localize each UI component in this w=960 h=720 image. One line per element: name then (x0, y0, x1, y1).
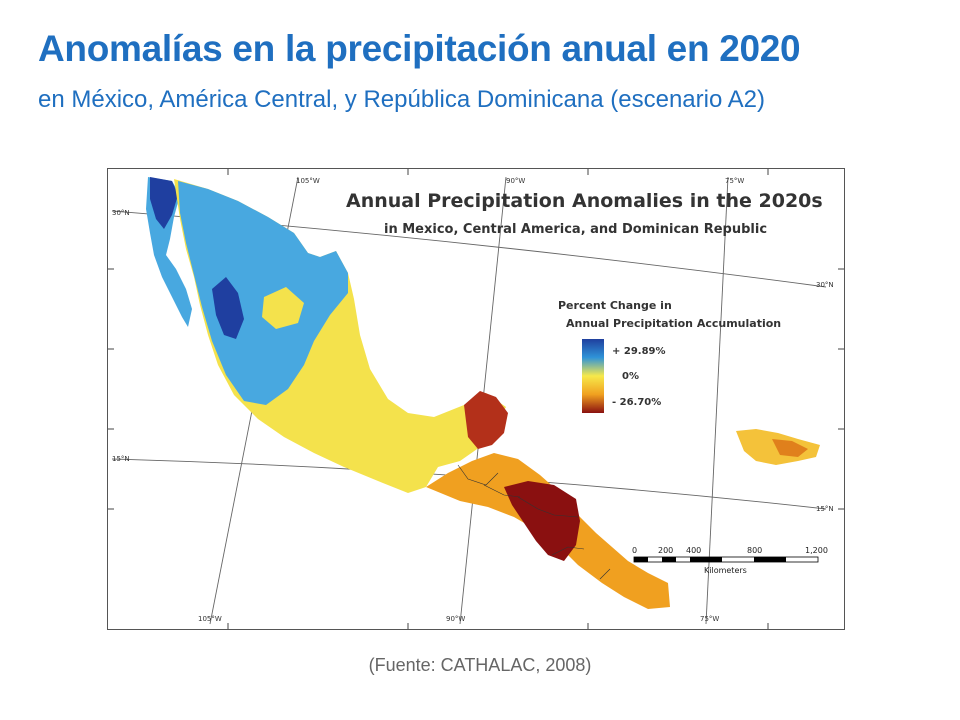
scale-tick-1200: 1,200 (805, 546, 828, 555)
mexico-northwest-wet (178, 181, 348, 405)
land-masses (146, 177, 820, 609)
top-label-105w: 105°W (296, 177, 320, 185)
left-label-15n: 15°N (112, 455, 130, 463)
scale-bar-segment (690, 557, 722, 562)
yucatan (464, 391, 508, 449)
slide-subtitle: en México, América Central, y República … (38, 86, 765, 113)
honduras-nicaragua-dry (504, 481, 580, 561)
graticule-labels: 105°W 90°W 75°W 105°W 90°W 75°W 30°N 15°… (112, 177, 834, 623)
mexico-light-patch (262, 287, 304, 329)
left-label-30n: 30°N (112, 209, 130, 217)
country-borders (457, 464, 611, 580)
right-label-30n: 30°N (816, 281, 834, 289)
bottom-label-90w: 90°W (446, 615, 465, 623)
top-label-75w: 75°W (725, 177, 744, 185)
scale-bar-segment (754, 557, 786, 562)
legend-max-label: + 29.89% (612, 346, 666, 357)
map-canvas: 105°W 90°W 75°W 105°W 90°W 75°W 30°N 15°… (108, 169, 844, 629)
baja-north-wet (150, 177, 178, 229)
dominican-dry-patch (772, 439, 808, 457)
scale-tick-400: 400 (686, 546, 701, 555)
legend-title-line2: Annual Precipitation Accumulation (566, 317, 781, 330)
scale-bar-outline (633, 556, 819, 563)
legend-title-line1: Percent Change in (558, 299, 672, 312)
bottom-label-75w: 75°W (700, 615, 719, 623)
source-citation: (Fuente: CATHALAC, 2008) (368, 655, 592, 675)
legend-color-ramp (582, 339, 604, 413)
top-label-90w: 90°W (506, 177, 525, 185)
slide-title: Anomalías en la precipitación anual en 2… (38, 28, 801, 69)
mexico-wettest-core (212, 277, 244, 339)
legend-min-label: - 26.70% (612, 397, 661, 408)
scale-bar-segment (662, 557, 676, 562)
bottom-label-105w: 105°W (198, 615, 222, 623)
scale-tick-800: 800 (747, 546, 762, 555)
scale-unit: Kilometers (704, 566, 747, 575)
map-title: Annual Precipitation Anomalies in the 20… (346, 190, 823, 212)
scale-tick-0: 0 (632, 546, 637, 555)
right-label-15n: 15°N (816, 505, 834, 513)
frame-ticks (108, 169, 844, 629)
map-subtitle: in Mexico, Central America, and Dominica… (384, 222, 767, 237)
legend-mid-label: 0% (622, 371, 639, 382)
scale-bar: 0 200 400 800 1,200 Kilometers (632, 546, 828, 575)
legend: Percent Change in Annual Precipitation A… (558, 299, 781, 413)
scale-bar-segment (634, 557, 648, 562)
scale-tick-200: 200 (658, 546, 673, 555)
precipitation-anomaly-map: 105°W 90°W 75°W 105°W 90°W 75°W 30°N 15°… (107, 168, 845, 630)
